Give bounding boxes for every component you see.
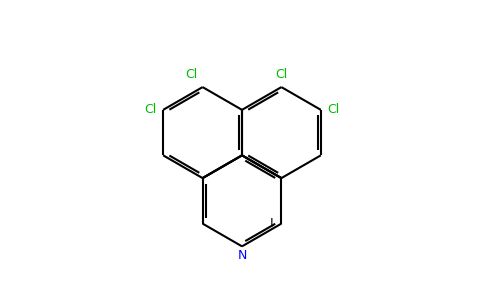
Text: N: N xyxy=(237,249,247,262)
Text: Cl: Cl xyxy=(275,68,287,81)
Text: Cl: Cl xyxy=(145,103,157,116)
Text: Cl: Cl xyxy=(327,103,339,116)
Text: Cl: Cl xyxy=(185,68,197,81)
Text: I: I xyxy=(270,217,273,230)
